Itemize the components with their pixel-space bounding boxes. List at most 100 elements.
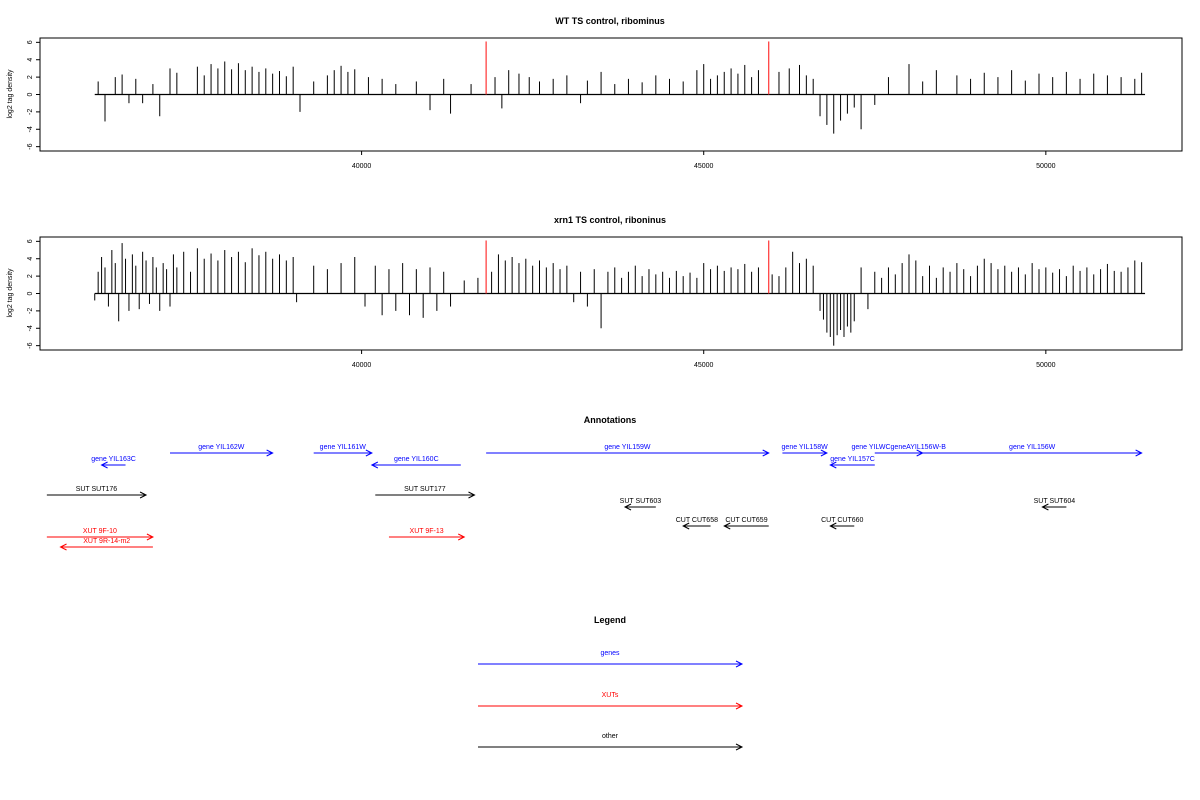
annotation-label: gene YIL159W — [604, 444, 651, 451]
annotation-other: CUT CUT658 — [676, 517, 718, 530]
annotation-label: CUT CUT660 — [821, 517, 863, 524]
arrow-head — [266, 449, 274, 457]
annotation-label: gene YIL163C — [91, 456, 136, 463]
annotation-gene: gene YIL158W — [782, 444, 829, 457]
arrow-head — [365, 449, 373, 457]
annotation-gene: gene YIL161W — [313, 444, 373, 457]
x-tick-label: 45000 — [694, 362, 714, 369]
annotation-label: SUT SUT604 — [1034, 498, 1076, 505]
y-tick-label: 0 — [27, 291, 34, 295]
marker-lines — [485, 41, 770, 95]
legend-xut: XUTs — [478, 692, 744, 710]
annotation-label: gene YIL156W — [1009, 444, 1056, 451]
y-axis-label: log2 tag density — [7, 268, 14, 318]
annotation-other: SUT SUT603 — [620, 498, 662, 511]
y-tick-label: -6 — [27, 143, 34, 149]
annotation-label: gene YIL162W — [198, 444, 245, 451]
arrow-head — [762, 449, 770, 457]
arrow-head — [735, 743, 744, 751]
arrow-head — [100, 461, 108, 469]
y-tick-label: 2 — [27, 75, 34, 79]
annotation-label: XUT 9F-10 — [83, 528, 117, 535]
panel-title: xrn1 TS control, riboninus — [554, 215, 666, 225]
annotation-xut: XUT 9F-13 — [388, 528, 466, 541]
legend-label: XUTs — [602, 692, 619, 699]
arrow-head — [829, 461, 837, 469]
y-tick-label: 6 — [27, 40, 34, 44]
annotation-label: gene YIL158W — [782, 444, 829, 451]
marker-lines — [485, 240, 770, 294]
annotation-label: gene YILWCgeneAYIL156W-B — [852, 444, 947, 451]
arrow-head — [829, 522, 837, 530]
annotation-gene: gene YIL163C — [91, 456, 136, 469]
annotation-other: SUT SUT177 — [375, 486, 476, 499]
x-tick-label: 50000 — [1036, 362, 1056, 369]
arrow-head — [735, 660, 744, 668]
arrow-head — [735, 702, 744, 710]
annotation-other: SUT SUT176 — [46, 486, 148, 499]
annotation-gene: gene YIL162W — [170, 444, 274, 457]
x-axis: 40000 45000 50000 — [352, 151, 1056, 170]
arrow-head — [723, 522, 731, 530]
legend-other: other — [478, 733, 744, 751]
y-axis: -6 -4 -2 0 2 4 6 — [27, 239, 40, 349]
annotation-other: CUT CUT660 — [821, 517, 864, 530]
arrow-head — [1135, 449, 1143, 457]
annotation-gene: gene YIL160C — [370, 456, 461, 469]
arrow-head — [682, 522, 690, 530]
annotation-other: CUT CUT659 — [723, 517, 769, 530]
legend-label: genes — [600, 650, 620, 657]
annotation-label: gene YIL157C — [830, 456, 875, 463]
arrow-head — [820, 449, 828, 457]
arrow-head — [458, 533, 466, 541]
legend-label: other — [602, 733, 619, 740]
y-tick-label: 4 — [27, 58, 34, 62]
wt-track-panel: WT TS control, ribominus log2 tag densit… — [7, 16, 1183, 170]
y-tick-label: 2 — [27, 274, 34, 278]
arrow-head — [623, 503, 632, 511]
annotation-label: CUT CUT658 — [676, 517, 718, 524]
x-axis: 40000 45000 50000 — [352, 350, 1056, 369]
arrow-head — [1041, 503, 1049, 511]
annotation-gene: gene YIL156W — [922, 444, 1143, 457]
annotation-gene: gene YIL157C — [829, 456, 875, 469]
y-tick-label: -2 — [27, 308, 34, 314]
x-tick-label: 50000 — [1036, 163, 1056, 170]
annotation-label: SUT SUT177 — [404, 486, 446, 493]
annotation-label: SUT SUT176 — [76, 486, 118, 493]
annotation-other: SUT SUT604 — [1034, 498, 1076, 511]
annotation-gene: gene YILWCgeneAYIL156W-B — [852, 444, 947, 457]
bar-series — [94, 243, 1146, 346]
annotation-label: CUT CUT659 — [725, 517, 767, 524]
y-tick-label: 0 — [27, 92, 34, 96]
legend-panel: Legend genes XUTs other — [478, 615, 744, 751]
y-tick-label: 4 — [27, 257, 34, 261]
x-tick-label: 45000 — [694, 163, 714, 170]
y-tick-label: -2 — [27, 109, 34, 115]
arrow-head — [146, 533, 155, 541]
annotation-xut: XUT 9F-10 — [46, 528, 155, 541]
y-tick-label: -4 — [27, 126, 34, 132]
annotation-label: XUT 9R-14-m2 — [83, 538, 130, 545]
annotation-xut: XUT 9R-14-m2 — [59, 538, 153, 551]
annotation-gene: gene YIL159W — [486, 444, 770, 457]
arrow-head — [468, 491, 476, 499]
legend-title: Legend — [594, 615, 626, 625]
annotation-label: gene YIL160C — [394, 456, 439, 463]
x-tick-label: 40000 — [352, 163, 372, 170]
panel-title: WT TS control, ribominus — [555, 16, 665, 26]
annotation-label: SUT SUT603 — [620, 498, 662, 505]
y-axis: -6 -4 -2 0 2 4 6 — [27, 40, 40, 150]
annotations-title: Annotations — [584, 415, 637, 425]
annotation-features: gene YIL163C gene YIL162W gene YIL161W gene… — [46, 444, 1143, 551]
y-tick-label: 6 — [27, 239, 34, 243]
y-tick-label: -6 — [27, 342, 34, 348]
annotation-label: gene YIL161W — [320, 444, 367, 451]
legend-gene: genes — [478, 650, 744, 668]
x-tick-label: 40000 — [352, 362, 372, 369]
bar-series — [94, 61, 1146, 134]
arrow-head — [139, 491, 148, 499]
y-axis-label: log2 tag density — [7, 69, 14, 119]
